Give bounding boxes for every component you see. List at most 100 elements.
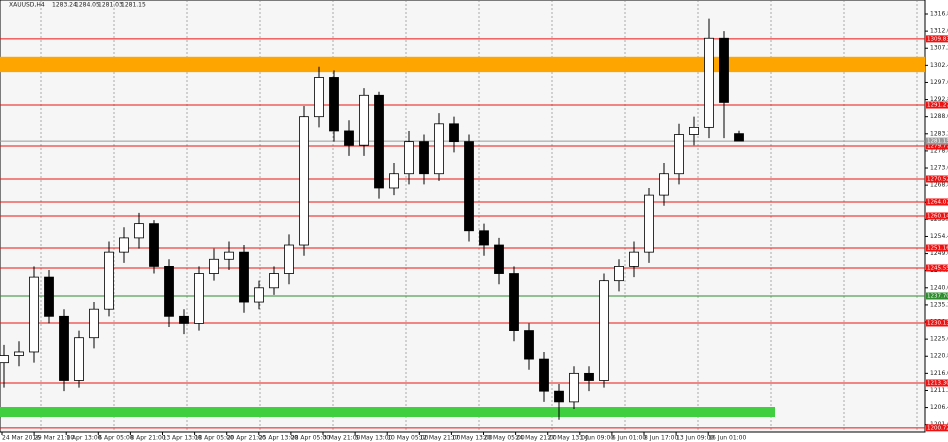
zone-band: [0, 56, 925, 73]
level-line-label: 1309.83: [927, 36, 948, 42]
level-line-label: 1251.16: [927, 246, 948, 252]
header-low: 1281.03: [98, 2, 123, 9]
y-tick-label: 1297.60: [930, 79, 948, 86]
candle-body: [389, 173, 399, 189]
x-tick-label: 17 May 13:00: [451, 435, 492, 442]
candle-body: [509, 273, 519, 331]
level-line-label: 1264.07: [927, 199, 948, 205]
candle-body: [494, 244, 504, 274]
y-tick-label: 1292.80: [930, 96, 948, 103]
candle-body: [164, 266, 174, 317]
level-line-tag: [926, 198, 948, 206]
level-line-tag: [926, 101, 948, 109]
candle-body: [119, 237, 129, 253]
candle-body: [449, 123, 459, 143]
y-tick-label: 1211.20: [930, 387, 948, 394]
candle-body: [464, 141, 474, 232]
x-tick-label: 1 Jun 09:00: [580, 435, 614, 442]
candle-body: [674, 134, 684, 175]
y-tick-label: 1278.40: [930, 147, 948, 154]
level-line-label: 1270.52: [927, 176, 948, 182]
candle-body: [194, 273, 204, 324]
candle-body: [374, 94, 384, 189]
candle-body: [284, 244, 294, 274]
candle-body: [404, 141, 414, 175]
level-line-tag: [926, 244, 948, 252]
candle-body: [104, 251, 114, 310]
x-tick-label: 24 May 21:00: [516, 435, 557, 442]
y-tick-label: 1220.80: [930, 353, 948, 360]
level-line-tag: [926, 35, 948, 43]
candle-body: [59, 315, 69, 381]
candle-body: [734, 133, 744, 142]
current-price-label: 1281.15: [927, 139, 948, 145]
level-line-label: 1291.27: [927, 103, 948, 109]
x-tick-label: 12 May 21:00: [419, 435, 460, 442]
level-line-tag: [926, 292, 948, 300]
x-tick-label: 5 May 13:00: [355, 435, 393, 442]
candle-body: [539, 358, 549, 392]
x-tick-label: 16 Jun 01:00: [708, 435, 746, 442]
level-line-tag: [926, 319, 948, 327]
x-tick-label: 24 Mar 2016: [2, 435, 40, 442]
y-tick-label: 1216.00: [930, 370, 948, 377]
level-line-label: 1200.72: [927, 425, 948, 431]
candle-body: [344, 130, 354, 146]
candle-body: [149, 223, 159, 267]
level-line-tag: [926, 175, 948, 183]
y-tick-label: 1225.60: [930, 336, 948, 343]
y-tick-label: 1240.00: [930, 284, 948, 291]
candle-body: [689, 126, 699, 135]
candle-body: [29, 276, 39, 353]
candle-body: [239, 251, 249, 303]
candle-body: [179, 315, 189, 324]
x-tick-label: 29 Mar 21:00: [34, 435, 74, 442]
candle-body: [359, 94, 369, 146]
candle-body: [254, 287, 264, 303]
header-close: 1281.15: [121, 2, 146, 9]
x-tick-label: 10 May 05:00: [387, 435, 428, 442]
x-tick-label: 6 Apr 05:00: [98, 435, 133, 442]
y-tick-label: 1206.40: [930, 404, 948, 411]
candle-body: [584, 372, 594, 381]
x-tick-label: 1 Apr 13:00: [66, 435, 101, 442]
candle-body: [434, 123, 444, 175]
y-tick-label: 1249.60: [930, 250, 948, 257]
candle-body: [524, 330, 534, 360]
candle-body: [614, 266, 624, 282]
header-high: 1284.05: [75, 2, 100, 9]
candle-body: [14, 351, 24, 356]
candle-body: [44, 276, 54, 317]
y-tick-label: 1312.00: [930, 28, 948, 35]
candle-body: [314, 77, 324, 118]
candle-body: [209, 258, 219, 274]
level-line-tag: [926, 424, 948, 432]
x-tick-label: 13 Jun 09:00: [676, 435, 714, 442]
y-tick-label: 1307.20: [930, 45, 948, 52]
candle-body: [269, 273, 279, 289]
candle-body: [134, 223, 144, 239]
candle-body: [599, 280, 609, 381]
x-tick-label: 6 Jun 01:00: [612, 435, 646, 442]
y-tick-label: 1288.00: [930, 113, 948, 120]
x-tick-label: 8 Apr 21:00: [130, 435, 165, 442]
level-line-label: 1237.70: [927, 293, 948, 299]
x-tick-label: 25 Apr 13:00: [259, 435, 298, 442]
candle-body: [554, 390, 564, 403]
level-line-tag: [926, 264, 948, 272]
x-tick-label: 27 May 13:00: [548, 435, 589, 442]
candle-body: [299, 116, 309, 246]
symbol: XAUUSD,H4: [9, 2, 45, 9]
x-tick-label: 8 Jun 17:00: [644, 435, 678, 442]
x-tick-label: 20 Apr 21:00: [227, 435, 266, 442]
candle-body: [74, 337, 84, 381]
y-tick-label: 1302.40: [930, 62, 948, 69]
level-line-label: 1279.77: [927, 144, 948, 150]
candle-body: [629, 251, 639, 267]
zone-band: [0, 407, 775, 417]
candle-body: [644, 194, 654, 253]
candle-body: [89, 308, 99, 339]
y-tick-label: 1316.80: [930, 11, 948, 18]
candle-body: [224, 251, 234, 260]
